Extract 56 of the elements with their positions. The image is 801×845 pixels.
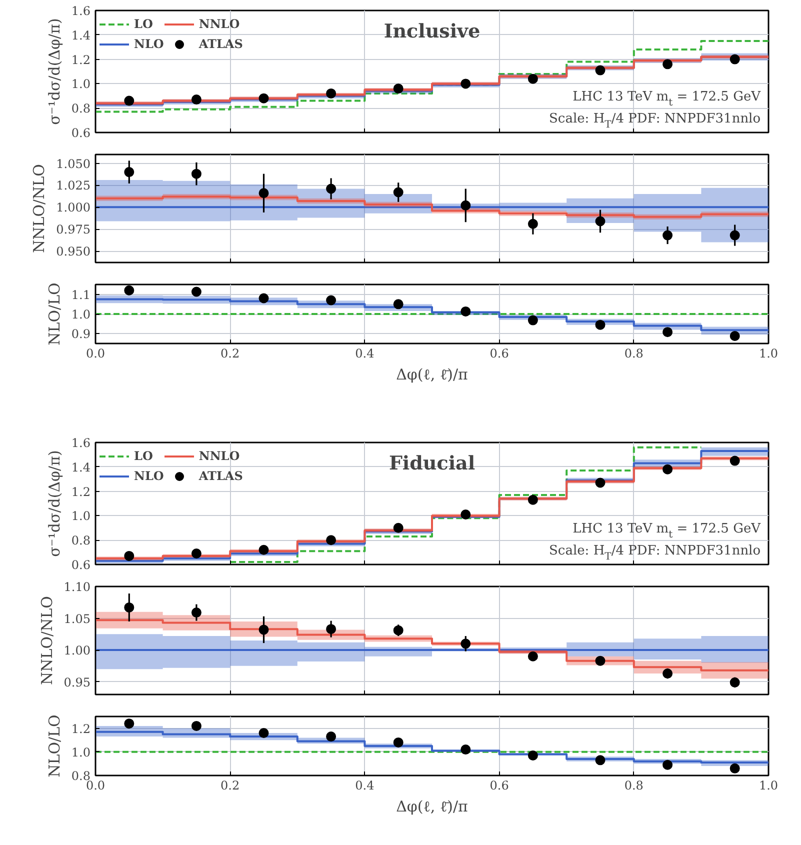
y-tick-label: 0.9 [71, 327, 91, 342]
y-axis-title: NLO/LO [45, 282, 64, 346]
legend-label: NNLO [198, 449, 240, 463]
y-tick-label: 1.6 [71, 436, 91, 450]
legend-label: NLO [134, 37, 164, 51]
x-tick-label: 0.4 [355, 346, 375, 360]
y-tick-label: 0.6 [71, 558, 91, 572]
y-tick-label: 0.975 [56, 222, 91, 237]
y-tick-label: 1.0 [71, 77, 91, 92]
y-axis-title: NNLO/NLO [38, 596, 56, 685]
y-axis-title: NNLO/NLO [30, 164, 48, 253]
y-tick-label: 1.0 [71, 745, 91, 760]
y-tick-label: 1.1 [71, 288, 91, 302]
y-tick-label: 0.95 [64, 675, 90, 690]
y-axis-title: σ⁻¹dσ/d(Δφ/π) [45, 18, 64, 125]
y-tick-label: 0.6 [71, 126, 91, 140]
x-tick-label: 0.0 [86, 778, 106, 792]
y-tick-label: 1.050 [56, 156, 91, 171]
x-tick-label: 1.0 [758, 778, 778, 792]
legend-label: ATLAS [198, 37, 243, 51]
legend-label: NLO [134, 469, 164, 483]
x-tick-label: 1.0 [758, 346, 778, 360]
y-tick-label: 0.950 [56, 244, 91, 259]
text: Inclusive [384, 20, 480, 42]
legend-label: LO [134, 17, 154, 31]
y-axis-title: σ⁻¹dσ/d(Δφ/π) [45, 450, 64, 557]
y-tick-label: 1.4 [71, 28, 91, 42]
y-tick-label: 1.10 [64, 580, 90, 594]
x-tick-label: 0.6 [490, 778, 509, 792]
y-tick-label: 1.2 [71, 722, 91, 736]
x-tick-label: 0.8 [624, 346, 644, 360]
y-tick-label: 0.8 [71, 102, 91, 116]
y-tick-label: 1.0 [71, 308, 91, 322]
x-axis-title: Δφ(ℓ, ℓ̄)/π [396, 366, 468, 384]
y-tick-label: 1.2 [71, 52, 91, 67]
y-axis-title: NLO/LO [45, 714, 64, 778]
x-axis-title: Δφ(ℓ, ℓ̄)/π [396, 798, 468, 816]
y-tick-label: 1.4 [71, 460, 91, 474]
y-tick-label: 0.8 [71, 534, 91, 548]
y-tick-label: 1.6 [71, 4, 91, 18]
legend-label: ATLAS [198, 469, 243, 483]
text: Fiducial [388, 452, 476, 474]
y-tick-label: 1.000 [56, 200, 91, 215]
x-tick-label: 0.4 [355, 778, 375, 792]
legend-label: NNLO [198, 17, 240, 31]
y-tick-label: 1.0 [71, 509, 91, 524]
x-tick-label: 0.2 [220, 778, 240, 792]
legend-label: LO [134, 449, 154, 463]
x-tick-label: 0.8 [624, 778, 644, 792]
y-tick-label: 1.025 [56, 178, 91, 193]
x-tick-label: 0.0 [86, 346, 106, 360]
x-tick-label: 0.6 [490, 346, 509, 360]
y-tick-label: 1.2 [71, 484, 91, 499]
x-tick-label: 0.2 [220, 346, 240, 360]
y-tick-label: 1.00 [64, 644, 90, 658]
y-tick-label: 1.05 [64, 612, 90, 626]
